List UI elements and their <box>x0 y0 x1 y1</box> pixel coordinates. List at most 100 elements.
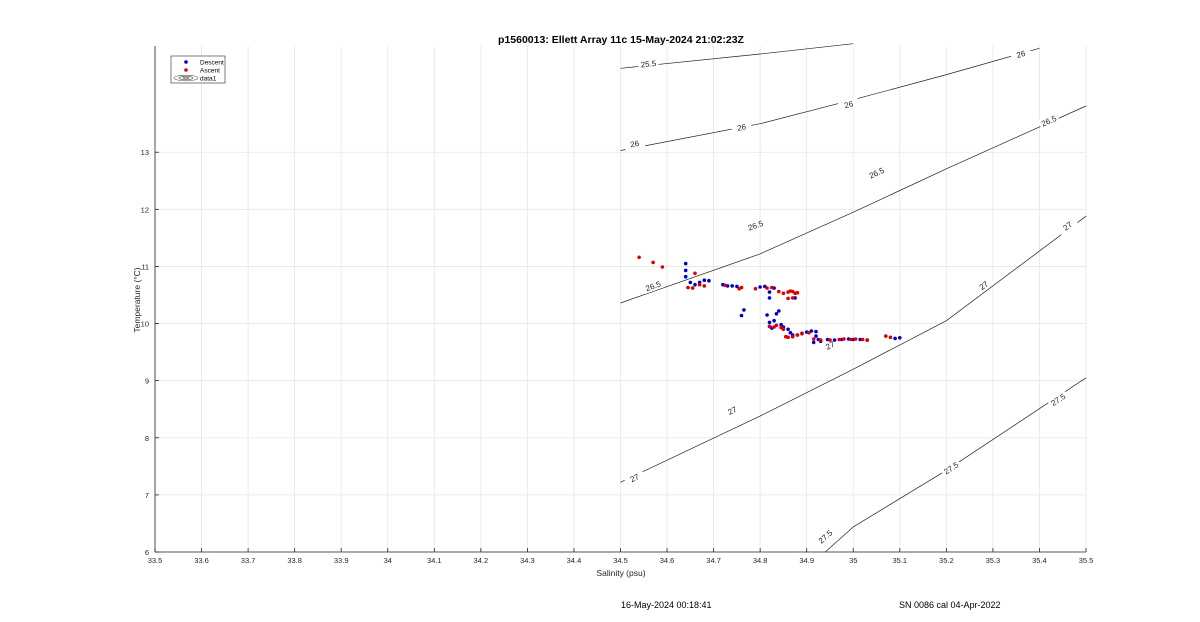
contour-label: 27.5 <box>814 526 837 548</box>
y-tick-label: 6 <box>145 548 149 557</box>
data-point-ascent <box>790 296 795 300</box>
y-tick-label: 9 <box>145 377 149 386</box>
data-point-ascent <box>865 338 869 342</box>
data-point-descent <box>730 284 734 288</box>
contour-label-bg <box>972 275 995 296</box>
data-point-ascent <box>753 286 758 291</box>
y-tick-label: 12 <box>141 205 149 214</box>
chart-title: p1560013: Ellett Array 11c 15-May-2024 2… <box>498 34 745 46</box>
x-tick-label: 34 <box>384 556 392 565</box>
legend-contour-icon <box>182 76 190 80</box>
contour-label-text: 27 <box>726 405 738 417</box>
data-point-descent <box>735 284 739 289</box>
data-point-descent <box>693 282 697 287</box>
data-point-ascent <box>818 338 823 342</box>
contour-line <box>620 47 1040 151</box>
x-tick-label: 34.8 <box>753 556 768 565</box>
footer-timestamp: 16-May-2024 00:18:41 <box>621 600 712 610</box>
contour-label-text: 27 <box>629 472 641 484</box>
x-tick-label: 35.4 <box>1032 556 1047 565</box>
contour-label-text: 25.5 <box>640 59 657 70</box>
data-point-ascent <box>811 337 816 341</box>
legend-label: Descent <box>200 60 224 67</box>
contour-label-bg <box>1056 215 1079 236</box>
x-tick-label: 34.3 <box>520 556 535 565</box>
contour-label-bg <box>939 458 963 478</box>
legend-contour-icon <box>178 76 194 80</box>
y-axis-label: Temperature (°C) <box>132 267 142 332</box>
data-point-descent <box>772 318 776 323</box>
data-point-descent <box>814 329 818 334</box>
x-tick-label: 33.8 <box>287 556 302 565</box>
contour-label: 27 <box>623 468 646 487</box>
data-point-ascent <box>884 334 888 338</box>
contour-label-bg <box>642 277 665 294</box>
data-point-ascent <box>781 291 786 296</box>
x-tick-label: 34.1 <box>427 556 442 565</box>
data-point-ascent <box>765 286 769 290</box>
x-tick-label: 34.4 <box>567 556 582 565</box>
data-point-ascent <box>767 324 772 329</box>
y-tick-label: 11 <box>141 262 149 271</box>
contour-label-bg <box>721 401 744 420</box>
data-point-ascent <box>781 327 786 332</box>
legend-label: Ascent <box>200 68 220 75</box>
contour-label-text: 26 <box>736 122 747 133</box>
contour-label: 27 <box>1056 215 1079 236</box>
x-tick-label: 34.7 <box>706 556 721 565</box>
data-point-descent <box>739 313 744 318</box>
data-point-descent <box>758 285 762 289</box>
data-point-ascent <box>702 284 707 288</box>
data-point-descent <box>742 308 746 312</box>
contour-label-bg <box>837 96 860 112</box>
data-point-descent <box>702 278 707 283</box>
data-point-ascent <box>739 285 744 290</box>
data-point-ascent <box>790 334 795 339</box>
data-point-descent <box>767 320 772 325</box>
data-point-ascent <box>786 296 790 301</box>
data-point-descent <box>893 336 897 341</box>
x-tick-label: 35.5 <box>1079 556 1094 565</box>
data-point-ascent <box>693 271 697 276</box>
contour-label-bg <box>865 164 888 182</box>
x-tick-label: 35.3 <box>986 556 1001 565</box>
footer-calibration: SN 0086 cal 04-Apr-2022 <box>899 600 1001 610</box>
x-tick-label: 34.2 <box>474 556 489 565</box>
contour-label-bg <box>730 120 753 134</box>
contour-line <box>620 43 854 69</box>
data-point-ascent <box>807 330 811 335</box>
x-tick-label: 35.1 <box>892 556 907 565</box>
data-point-ascent <box>686 285 690 290</box>
data-point-descent <box>786 327 790 332</box>
y-tick-label: 8 <box>145 434 149 443</box>
contour-label: 27 <box>721 401 744 420</box>
data-point-ascent <box>637 255 641 260</box>
contour-label-bg <box>1037 112 1060 130</box>
data-point-descent <box>683 261 688 266</box>
data-point-ascent <box>770 285 774 290</box>
contour-label: 27 <box>972 275 995 296</box>
data-point-descent <box>814 334 818 338</box>
data-point-ascent <box>651 260 655 265</box>
data-point-ascent <box>786 335 790 340</box>
data-point-descent <box>767 290 772 294</box>
data-point-ascent <box>842 337 846 341</box>
data-point-descent <box>788 330 793 335</box>
data-point-ascent <box>800 332 804 336</box>
contour-label-text: 26 <box>629 139 640 150</box>
contour-label: 26.5 <box>1037 112 1060 130</box>
contour-line <box>620 105 1087 304</box>
x-tick-label: 34.9 <box>799 556 814 565</box>
legend-marker <box>184 60 188 64</box>
contour-label-text: 26 <box>843 99 854 110</box>
data-point-descent <box>688 280 693 285</box>
data-point-descent <box>832 338 837 342</box>
x-tick-label: 35.2 <box>939 556 954 565</box>
legend-label: data1 <box>200 76 217 83</box>
x-axis-label: Salinity (psu) <box>596 568 645 578</box>
data-point-descent <box>707 278 711 283</box>
data-points <box>637 255 902 345</box>
contour-label: 25.5 <box>637 57 659 70</box>
